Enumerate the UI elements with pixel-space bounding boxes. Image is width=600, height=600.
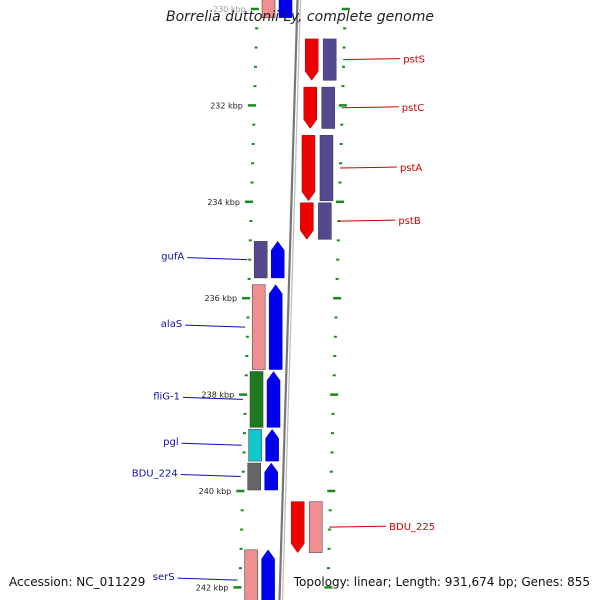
gene-label-leader — [185, 324, 246, 328]
gene-label-leader — [180, 474, 241, 478]
reverse-cds-arrow[interactable] — [303, 86, 318, 129]
gene-label-sers[interactable]: serS — [153, 572, 175, 583]
forward-gene-bar[interactable] — [261, 0, 276, 18]
ruler-label: 242 kbp — [196, 583, 229, 592]
genome-title: Borrelia duttonii Ly, complete genome — [166, 9, 434, 25]
gene-label-leader — [181, 442, 242, 446]
gene-label-bdu_224[interactable]: BDU_224 — [132, 469, 178, 480]
ruler-label: 238 kbp — [202, 391, 235, 400]
gene-label-pstb[interactable]: pstB — [398, 216, 420, 227]
backbone-line — [281, 0, 302, 600]
gene-label-alas[interactable]: alaS — [161, 319, 182, 330]
gene-label-leader — [343, 58, 401, 61]
forward-cds-arrow[interactable] — [264, 462, 278, 491]
gene-features — [244, 0, 337, 600]
forward-cds-arrow[interactable] — [270, 240, 285, 279]
forward-cds-arrow[interactable] — [261, 549, 275, 600]
accession-label: Accession: NC_011229 — [9, 575, 146, 589]
backbone-line — [278, 0, 299, 600]
gene-label-flig-1[interactable]: fliG-1 — [153, 391, 180, 402]
reverse-gene-bar[interactable] — [308, 501, 323, 553]
reverse-cds-arrow[interactable] — [290, 501, 305, 554]
gene-label-psts[interactable]: pstS — [403, 55, 425, 66]
gene-label-leader — [177, 577, 238, 581]
reverse-cds-arrow[interactable] — [300, 202, 314, 240]
genome-backbone — [278, 0, 302, 600]
gene-label-leader — [329, 525, 387, 528]
gene-label-gufa[interactable]: gufA — [161, 252, 184, 263]
gene-label-leader — [187, 257, 248, 261]
forward-gene-bar[interactable] — [244, 549, 258, 600]
reverse-cds-arrow[interactable] — [301, 135, 316, 202]
ruler-label: 230 kbp — [213, 5, 246, 14]
forward-gene-bar[interactable] — [249, 371, 264, 428]
reverse-gene-bar[interactable] — [322, 38, 337, 81]
reverse-gene-bar[interactable] — [321, 86, 336, 129]
reverse-gene-bar[interactable] — [318, 202, 332, 240]
reverse-cds-arrow[interactable] — [304, 38, 319, 81]
topology-summary: Topology: linear; Length: 931,674 bp; Ge… — [293, 575, 590, 589]
forward-cds-arrow[interactable] — [268, 284, 283, 370]
gene-label-pgl[interactable]: pgl — [163, 437, 178, 448]
ruler-label: 232 kbp — [210, 101, 243, 110]
gene-label-psta[interactable]: pstA — [400, 163, 422, 174]
forward-cds-arrow[interactable] — [266, 371, 281, 428]
ruler-ticks: 230 kbp 232 kbp 234 kbp 236 kbp 238 kbp 240 k… — [196, 5, 350, 592]
forward-cds-arrow[interactable] — [278, 0, 293, 18]
gene-label-bdu_225[interactable]: BDU_225 — [389, 522, 435, 533]
gene-labels: pstS pstC pstA pstB BDU_225 gufA alaS fliG-1 pgl… — [132, 55, 435, 584]
forward-gene-bar[interactable] — [247, 462, 261, 491]
gene-label-leader — [339, 166, 397, 169]
gene-label-leader — [338, 219, 396, 222]
reverse-gene-bar[interactable] — [319, 135, 334, 202]
ruler-label: 234 kbp — [207, 198, 240, 207]
gene-label-leader — [341, 106, 399, 109]
gene-label-pstc[interactable]: pstC — [402, 103, 424, 114]
forward-gene-bar[interactable] — [251, 284, 266, 370]
ruler-label: 240 kbp — [199, 487, 232, 496]
ruler-label: 236 kbp — [204, 294, 237, 303]
gene-label-leader — [183, 396, 244, 400]
forward-cds-arrow[interactable] — [265, 428, 279, 462]
forward-gene-bar[interactable] — [248, 429, 262, 462]
forward-gene-bar[interactable] — [253, 241, 268, 279]
